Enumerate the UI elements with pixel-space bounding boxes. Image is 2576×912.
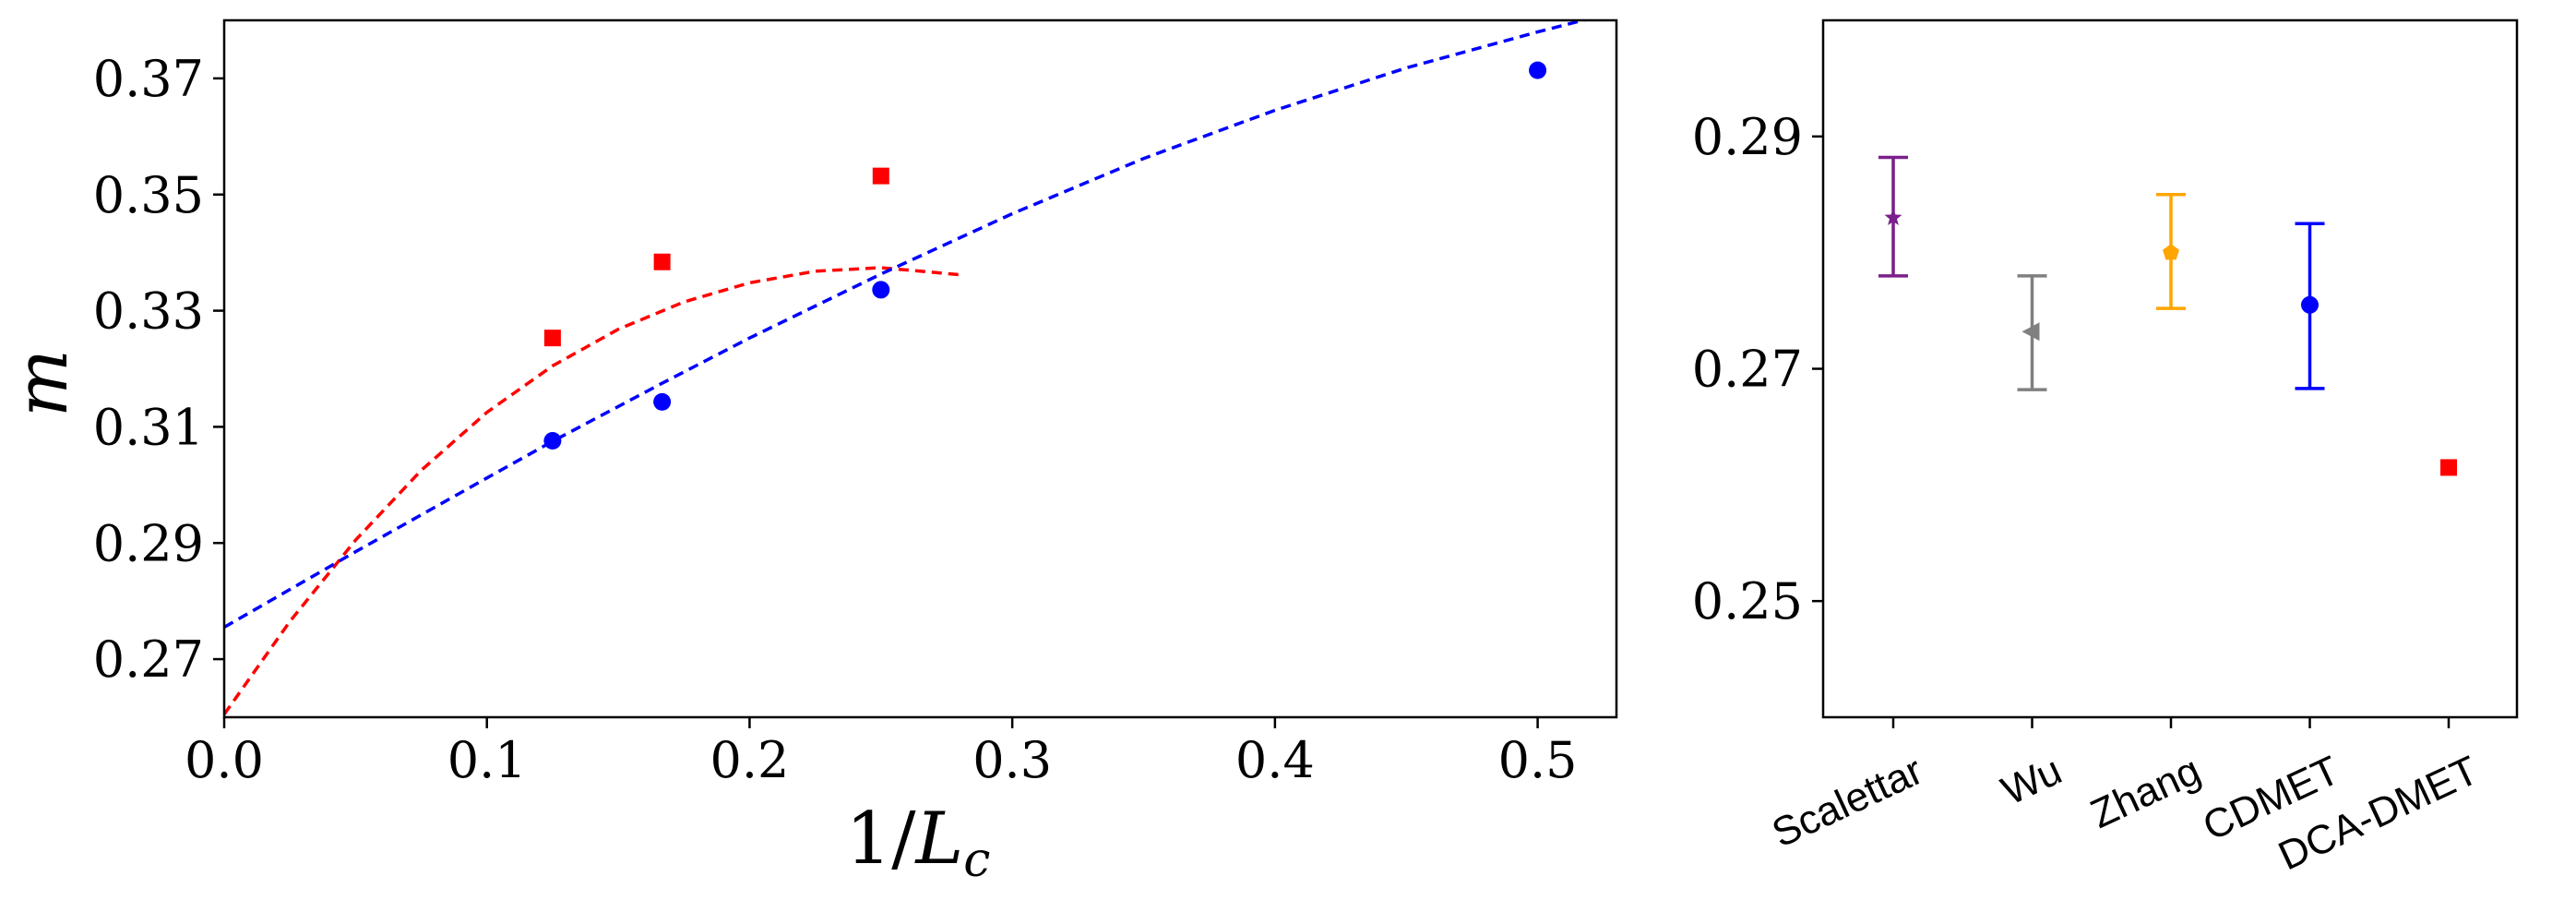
y-tick-label: 0.31	[93, 398, 204, 456]
fit-curve-1	[224, 266, 960, 715]
data-point	[872, 167, 889, 185]
y-tick-label: 0.27	[93, 630, 204, 689]
left-data-points	[543, 61, 1547, 450]
right-plot-frame	[1821, 18, 2519, 719]
left-plot-frame	[222, 18, 1618, 719]
data-point	[2440, 459, 2457, 476]
x-tick-label: 0.1	[447, 731, 527, 789]
x-tick-label: 0.3	[972, 731, 1052, 789]
right-data-points	[1878, 155, 2457, 476]
y-tick-label: 0.29	[93, 514, 204, 572]
data-point	[653, 392, 672, 411]
y-tick-label: 0.27	[1692, 341, 1803, 399]
category-label: Wu	[1995, 748, 2069, 814]
left-x-axis-ticks: 0.0 0.1 0.2 0.3 0.4 0.5	[185, 717, 1578, 789]
left-fit-curves	[224, 20, 1590, 715]
left-y-axis-ticks: 0.27 0.29 0.31 0.33 0.35 0.37	[93, 50, 224, 689]
x-tick-label: 0.4	[1235, 731, 1315, 789]
x-tick-label: 0.5	[1498, 731, 1578, 789]
data-point	[543, 432, 562, 450]
x-tick-label: 0.0	[185, 731, 264, 789]
data-point	[1884, 208, 1902, 225]
data-point	[2301, 295, 2319, 314]
category-label: Scalettar	[1765, 748, 1929, 857]
y-tick-label: 0.33	[93, 282, 204, 341]
y-tick-label: 0.25	[1692, 572, 1803, 630]
left-y-axis-label: m	[1, 349, 84, 417]
data-point	[1529, 61, 1547, 79]
fit-curve-2	[224, 20, 1590, 630]
left-x-axis-label: 1/Lc	[846, 798, 991, 888]
data-point	[872, 281, 890, 299]
y-tick-label: 0.35	[93, 166, 204, 224]
x-tick-label: 0.2	[710, 731, 789, 789]
y-tick-label: 0.29	[1692, 108, 1803, 166]
category-label: Zhang	[2084, 748, 2208, 837]
data-point	[2021, 322, 2040, 342]
left-chart: 0.0 0.1 0.2 0.3 0.4 0.5 0.270.290.310.330.350…	[1, 18, 1618, 888]
data-point	[653, 253, 671, 270]
y-tick-label: 0.37	[93, 50, 204, 108]
data-point	[543, 330, 561, 347]
data-point	[2163, 244, 2179, 260]
right-y-axis-ticks: 0.25 0.27 0.29	[1692, 108, 1823, 630]
